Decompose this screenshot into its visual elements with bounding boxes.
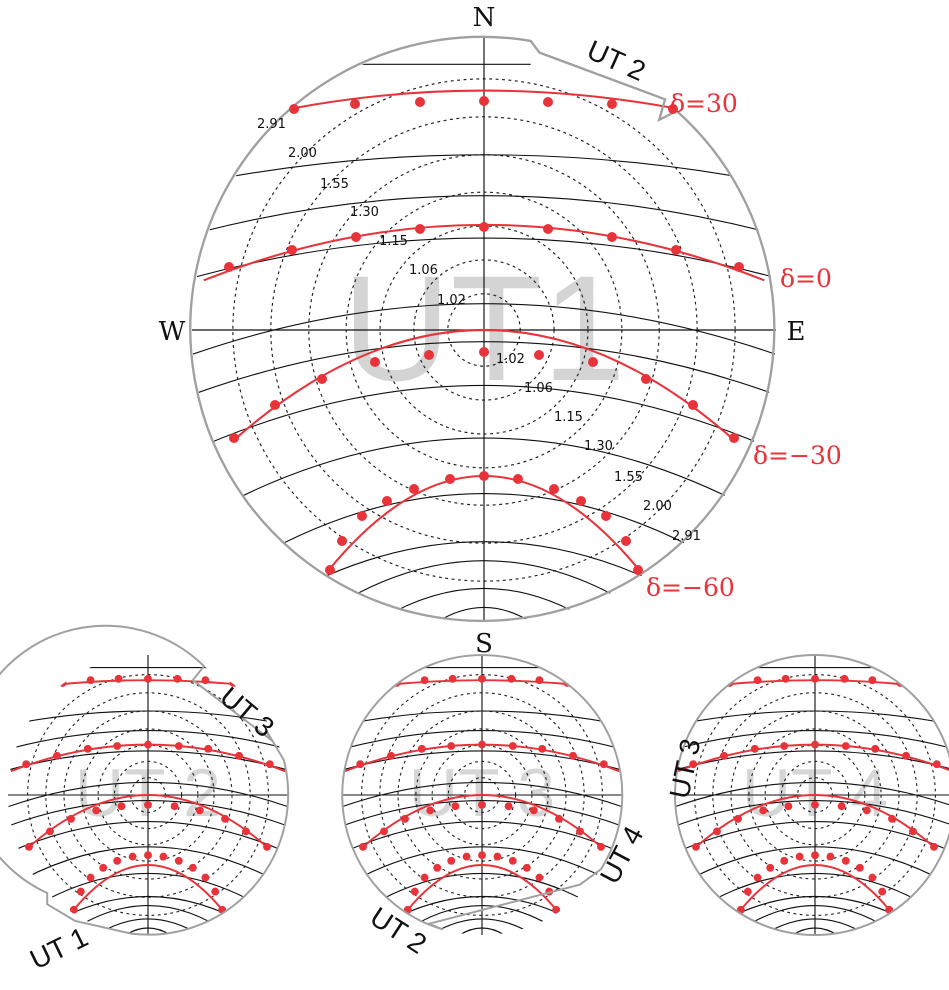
track-dot [479, 471, 489, 481]
track-dot [270, 400, 280, 410]
track-dot [688, 400, 698, 410]
track-dot [607, 232, 617, 242]
declination-label-30: δ=30 [670, 89, 738, 118]
track-dot [534, 350, 544, 360]
track-dot [317, 374, 327, 384]
track-dot [588, 357, 598, 367]
airmass-label: 2.00 [288, 146, 317, 161]
track-dot [424, 350, 434, 360]
declination-label-minus60: δ=−60 [646, 573, 735, 602]
track-dot [357, 511, 367, 521]
track-dot [409, 484, 419, 494]
airmass-label: 1.55 [320, 177, 349, 192]
sub-panel-ut2: UT 2 UT 3 UT 1 [0, 626, 302, 976]
airmass-label: 1.30 [350, 205, 379, 220]
neighbor-telescope-label: UT 1 [25, 921, 93, 975]
track-dot [229, 433, 239, 443]
compass-south: S [475, 629, 493, 659]
track-dot [382, 496, 392, 506]
airmass-label: 1.02 [437, 293, 466, 308]
neighbor-telescope-label: UT 3 [214, 681, 280, 743]
airmass-label: 2.91 [672, 529, 701, 544]
track-dots [224, 96, 744, 575]
airmass-label: 1.15 [379, 234, 408, 249]
track-dot [337, 536, 347, 546]
track-dot [729, 433, 739, 443]
airmass-label: 1.15 [554, 410, 583, 425]
track-dot [325, 565, 335, 575]
neighbor-telescope-label: UT 3 [664, 736, 707, 801]
track-dot [543, 224, 553, 234]
main-sky-panel: UT1 [159, 3, 842, 659]
neighbor-telescope-label: UT 2 [365, 901, 432, 960]
compass-north: N [473, 3, 496, 33]
track-dot [287, 245, 297, 255]
track-dot [351, 232, 361, 242]
track-dot [289, 104, 299, 114]
track-dot [543, 97, 553, 107]
declination-label-0: δ=0 [780, 264, 832, 293]
airmass-label: 1.55 [614, 470, 643, 485]
track-dot [641, 374, 651, 384]
track-dot [549, 484, 559, 494]
declination-label-minus30: δ=−30 [753, 441, 842, 470]
neighbor-telescope-label: UT 4 [594, 821, 650, 889]
track-dot [479, 222, 489, 232]
track-dot [621, 536, 631, 546]
airmass-label: 1.30 [584, 439, 613, 454]
compass-west: W [159, 317, 186, 347]
track-dot [671, 245, 681, 255]
sub-panel-ut3: UT 3 UT 4 UT 2 [328, 652, 650, 960]
track-dot [350, 99, 360, 109]
track-dot [415, 224, 425, 234]
horizon-circle [189, 35, 776, 623]
track-dot [479, 347, 489, 357]
track-dot [734, 262, 744, 272]
airmass-label: 2.91 [257, 117, 286, 132]
airmass-label: 2.00 [643, 499, 672, 514]
track-dot [633, 565, 643, 575]
neighbor-telescope-label: UT 2 [583, 34, 651, 87]
track-dot [607, 99, 617, 109]
track-dot [668, 104, 678, 114]
track-dot [224, 262, 234, 272]
track-dot [415, 97, 425, 107]
declination-tracks [203, 89, 765, 571]
airmass-label: 1.02 [496, 352, 525, 367]
track-dot [479, 96, 489, 106]
airmass-label: 1.06 [524, 381, 553, 396]
airmass-label: 1.06 [409, 263, 438, 278]
track-dot [370, 357, 380, 367]
compass-east: E [787, 317, 806, 347]
track-dot [576, 496, 586, 506]
track-dot [445, 474, 455, 484]
sub-panel-ut4: UT 4 UT 3 [661, 652, 949, 942]
track-dot [513, 474, 523, 484]
track-dot [601, 511, 611, 521]
